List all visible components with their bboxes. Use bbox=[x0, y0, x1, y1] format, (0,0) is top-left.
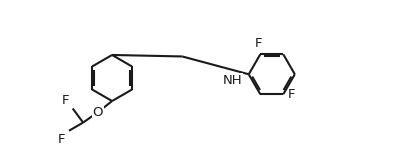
Text: F: F bbox=[62, 94, 69, 107]
Text: F: F bbox=[288, 88, 295, 101]
Text: F: F bbox=[58, 133, 65, 146]
Text: F: F bbox=[255, 37, 262, 49]
Text: NH: NH bbox=[222, 74, 242, 88]
Text: O: O bbox=[93, 106, 103, 119]
